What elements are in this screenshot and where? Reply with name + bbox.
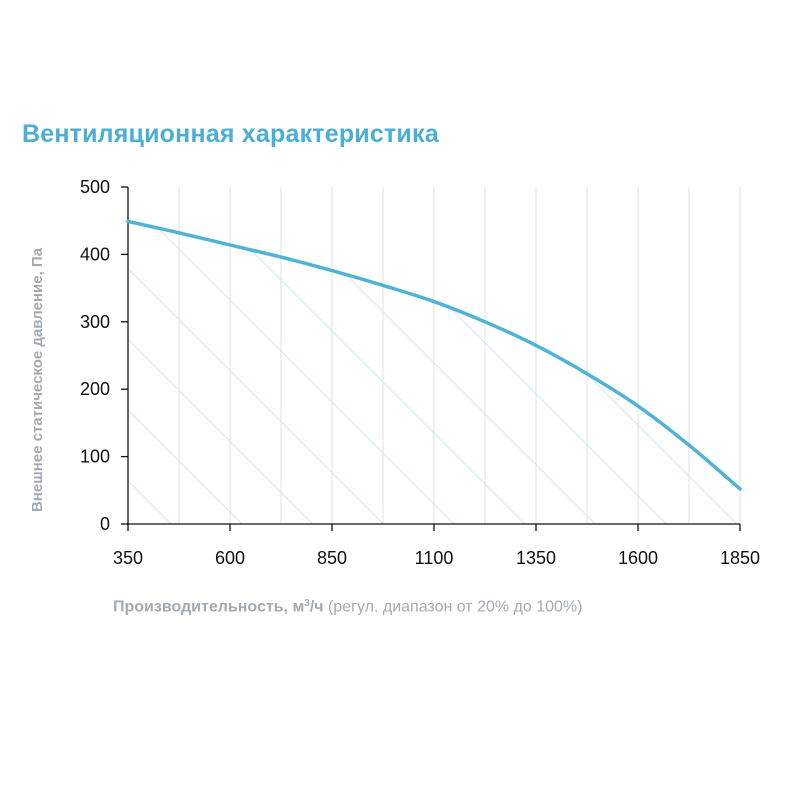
x-tick-label: 350 (113, 548, 143, 568)
series-line-layer (126, 219, 742, 491)
x-tick-label: 1850 (720, 548, 760, 568)
x-tick-label: 1350 (516, 548, 556, 568)
y-tick-label: 300 (80, 312, 110, 332)
y-tick-label: 400 (80, 244, 110, 264)
area-hatch-fill (128, 221, 740, 524)
y-tick-label: 100 (80, 447, 110, 467)
chart-title: Вентиляционная характеристика (22, 120, 439, 148)
series-line (126, 219, 742, 491)
x-tick-label: 850 (317, 548, 347, 568)
y-axis-label: Внешнее статическое давление, Па (29, 247, 46, 512)
area-fill (128, 221, 740, 524)
x-axis-label: Производительность, м3/ч (регул. диапазо… (113, 597, 582, 616)
y-tick-label: 200 (80, 379, 110, 399)
x-axis-label-superscript: 3 (304, 598, 310, 609)
x-axis-label-unit: /ч (309, 598, 324, 616)
x-axis-label-main: Производительность, м (113, 598, 305, 616)
y-tick-label: 0 (100, 514, 110, 534)
x-tick-label: 600 (215, 548, 245, 568)
x-tick-label: 1100 (415, 548, 454, 568)
axes (121, 186, 741, 531)
x-axis-label-note: (регул. диапазон от 20% до 100%) (323, 598, 583, 616)
y-tick-label: 500 (80, 177, 110, 197)
x-tick-label: 1600 (618, 548, 658, 568)
tick-labels: 0 100 200 300 400 500 350 600 850 1100 1350 1600 185… (80, 177, 760, 568)
